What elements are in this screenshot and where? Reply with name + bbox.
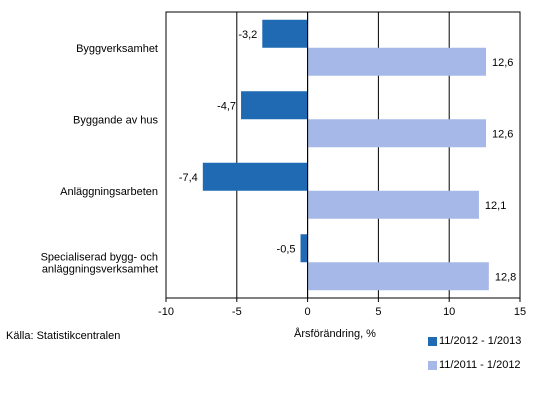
data-label: -4,7: [217, 100, 236, 112]
x-tick-label: -10: [158, 306, 174, 318]
legend-label: 11/2011 - 1/2012: [439, 359, 521, 371]
x-tick-label: 5: [375, 306, 381, 318]
value-labels: -3,2 12,6 -4,7 12,6 -7,4 12,1 -0,5 12,8: [179, 29, 516, 284]
category-labels: Byggverksamhet Byggande av hus Anläggnings…: [41, 43, 159, 276]
bar: [262, 19, 308, 48]
data-label: 12,6: [492, 128, 513, 140]
data-label: -3,2: [238, 29, 257, 41]
bar: [307, 119, 487, 148]
category-label: Byggande av hus: [73, 114, 159, 126]
legend-swatch: [428, 336, 437, 346]
bar: [307, 47, 487, 76]
category-label: Anläggningsarbeten: [60, 186, 158, 198]
source-note: Källa: Statistikcentralen: [6, 330, 121, 342]
bar: [202, 162, 308, 191]
plot-frame: [165, 11, 521, 299]
category-label: anläggningsverksamhet: [42, 263, 158, 275]
bar: [307, 190, 479, 219]
category-label: Byggverksamhet: [76, 43, 158, 55]
data-label: 12,8: [495, 271, 516, 283]
category-label: Specialiserad bygg- och: [41, 251, 158, 263]
bar: [300, 234, 308, 263]
x-tick-label: -5: [232, 306, 242, 318]
legend-swatch: [428, 360, 437, 370]
bar: [307, 262, 489, 291]
legend-label: 11/2012 - 1/2013: [439, 335, 522, 347]
bar: [241, 91, 308, 120]
legend-item-series-2: 11/2011 - 1/2012: [428, 359, 521, 371]
data-label: 12,1: [485, 200, 506, 212]
x-tick-label: 10: [443, 306, 455, 318]
data-label: -7,4: [179, 172, 198, 184]
x-tick-label: 15: [514, 306, 526, 318]
data-label: -0,5: [277, 243, 296, 255]
data-label: 12,6: [492, 57, 513, 69]
x-tick-label: 0: [305, 306, 311, 318]
bars: [202, 19, 489, 291]
x-axis: -10 -5 0 5 10 15: [158, 12, 526, 318]
x-axis-title: Årsförändring, %: [294, 327, 376, 340]
legend-item-series-1: 11/2012 - 1/2013: [428, 335, 521, 347]
